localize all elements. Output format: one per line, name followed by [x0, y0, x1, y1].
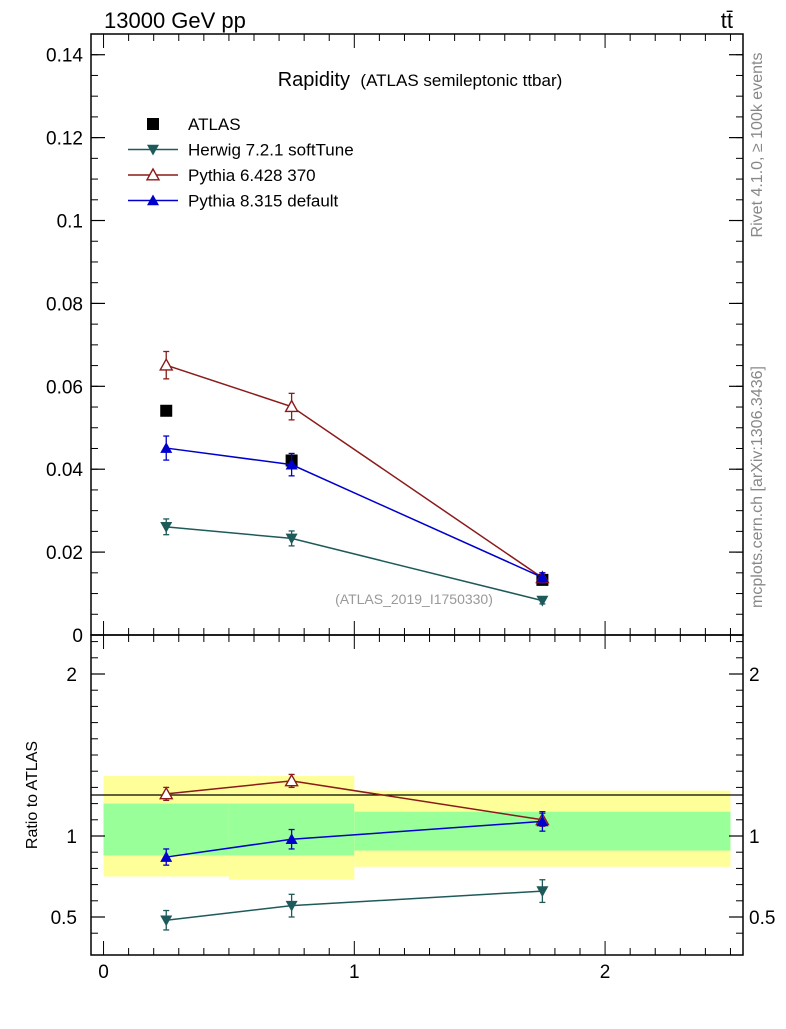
main-watermark: (ATLAS_2019_I1750330) — [335, 591, 493, 607]
main-data-point — [285, 458, 298, 470]
legend-label: Pythia 8.315 default — [188, 192, 339, 211]
ratio-x-tick-label: 2 — [600, 962, 611, 983]
ratio-data-point — [159, 786, 174, 800]
ratio-y-tick-label-left: 0.5 — [51, 908, 77, 929]
ratio-series — [159, 773, 550, 931]
main-data-point — [160, 522, 173, 533]
main-title-main: Rapidity — [278, 69, 350, 91]
ratio-y-ticks: 0.5 0.5 1 1 2 2 — [51, 641, 775, 934]
main-data-point — [536, 595, 549, 607]
main-y-tick-label: 0 — [72, 626, 83, 647]
legend-entry-2: Pythia 6.428 370 — [128, 166, 316, 185]
legend-label: Herwig 7.2.1 softTune — [188, 141, 354, 160]
ratio-x-tick-label: 0 — [98, 962, 109, 983]
legend-label: Pythia 6.428 370 — [188, 166, 316, 185]
ratio-data-point — [285, 900, 298, 912]
rivet-version-label: Rivet 4.1.0, ≥ 100k events — [749, 53, 766, 238]
ratio-x-tick-label: 1 — [349, 962, 360, 983]
ratio-data-point — [536, 815, 549, 827]
ratio-data-point — [285, 833, 298, 845]
ratio-frame — [90, 634, 744, 956]
legend-marker — [147, 144, 159, 156]
legend-marker — [147, 118, 159, 130]
ratio-band-green — [103, 803, 229, 856]
ratio-y-tick-label-right: 2 — [749, 665, 760, 686]
main-series-line — [166, 526, 543, 602]
main-y-tick-label: 0.04 — [46, 460, 83, 481]
ratio-y-tick-label-left: 1 — [66, 827, 77, 848]
main-data-point — [536, 571, 549, 583]
header-right: tt̄ — [721, 8, 733, 33]
ratio-bands — [103, 776, 731, 880]
legend-label: ATLAS — [188, 115, 241, 134]
mcplots-label: mcplots.cern.ch [arXiv:1306.3436] — [749, 366, 766, 608]
ratio-x-ticks: 0 1 2 — [98, 635, 731, 983]
main-title: Rapidity (ATLAS semileptonic ttbar) — [278, 69, 563, 91]
main-y-tick-label: 0.14 — [46, 46, 83, 67]
main-panel: 0 0.02 0.04 0.06 0.08 0.1 0.12 0.14 Rapidity (A… — [46, 33, 744, 647]
main-series-line — [165, 364, 543, 579]
ratio-y-tick-label-right: 1 — [749, 827, 760, 848]
ratio-data-point — [536, 886, 549, 898]
ratio-y-tick-label-left: 2 — [66, 665, 77, 686]
main-y-ticks: 0 0.02 0.04 0.06 0.08 0.1 0.12 0.14 — [46, 33, 743, 647]
main-series-line — [166, 447, 543, 579]
ratio-data-point — [284, 773, 299, 787]
legend-entry-0: ATLAS — [147, 115, 241, 134]
main-y-tick-label: 0.08 — [46, 294, 83, 315]
legend-entry-3: Pythia 8.315 default — [128, 192, 339, 211]
main-series-1 — [160, 518, 549, 607]
header-left: 13000 GeV pp — [104, 8, 246, 33]
ratio-data-point — [160, 851, 173, 862]
main-y-tick-label: 0.02 — [46, 543, 83, 564]
ratio-y-tick-label-right: 0.5 — [749, 908, 775, 929]
ratio-series-line — [166, 890, 543, 921]
main-y-tick-label: 0.06 — [46, 377, 83, 398]
main-title-sub: (ATLAS semileptonic ttbar) — [360, 71, 562, 90]
main-y-tick-label: 0.12 — [46, 129, 83, 150]
legend: ATLAS Herwig 7.2.1 softTune Pythia 6.428 3… — [128, 115, 354, 211]
legend-marker — [145, 167, 161, 181]
ratio-series-0 — [160, 879, 549, 931]
main-y-tick-label: 0.1 — [57, 212, 83, 233]
main-data-point — [285, 533, 298, 545]
main-series — [159, 350, 550, 607]
ratio-data-point — [160, 915, 173, 927]
main-series-2 — [159, 350, 550, 584]
main-series-3 — [160, 435, 549, 583]
ratio-panel: 0.5 0.5 1 1 2 2 0 1 2 Ratio to ATLAS — [24, 634, 775, 983]
main-data-point — [159, 357, 174, 371]
main-data-point — [160, 404, 173, 417]
main-x-ticks — [103, 34, 731, 635]
ratio-series-2 — [160, 811, 549, 866]
main-series-0 — [160, 404, 549, 586]
main-data-point — [284, 399, 299, 413]
legend-entry-1: Herwig 7.2.1 softTune — [128, 141, 354, 160]
main-data-point — [160, 442, 173, 453]
ratio-y-axis-label: Ratio to ATLAS — [24, 741, 41, 849]
legend-marker — [147, 194, 159, 206]
